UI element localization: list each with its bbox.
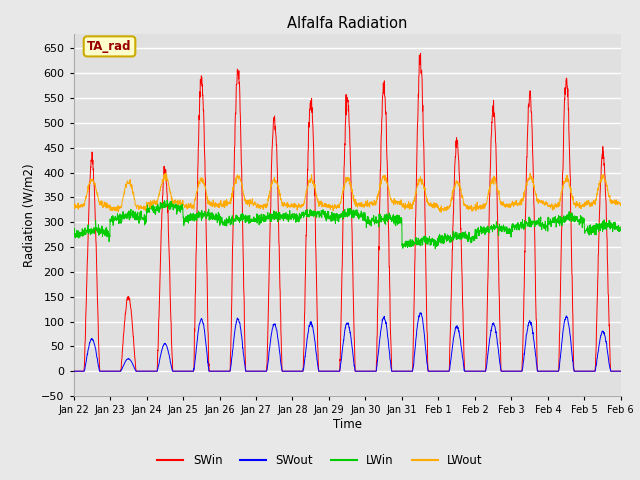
LWout xyxy=(223,201,230,207)
SWin xyxy=(569,307,577,313)
Title: Alfalfa Radiation: Alfalfa Radiation xyxy=(287,16,408,31)
LWin xyxy=(375,212,383,217)
SWout xyxy=(584,368,592,374)
Line: SWin: SWin xyxy=(74,53,621,371)
SWout xyxy=(506,368,514,374)
SWin xyxy=(506,368,514,374)
LWout xyxy=(507,202,515,207)
Line: LWout: LWout xyxy=(74,173,621,212)
Text: TA_rad: TA_rad xyxy=(87,40,132,53)
LWout xyxy=(437,209,445,215)
SWout xyxy=(416,310,424,316)
Legend: SWin, SWout, LWin, LWout: SWin, SWout, LWin, LWout xyxy=(152,449,488,472)
SWout xyxy=(617,368,625,374)
SWout xyxy=(363,368,371,374)
SWin xyxy=(617,368,625,374)
LWout xyxy=(584,201,592,206)
SWin xyxy=(222,368,230,374)
SWin xyxy=(70,368,77,374)
LWin xyxy=(223,215,230,221)
LWout xyxy=(70,201,77,206)
SWout xyxy=(375,346,383,352)
SWin xyxy=(417,50,424,56)
LWout xyxy=(569,193,577,199)
LWin xyxy=(364,219,371,225)
LWout xyxy=(162,170,170,176)
LWin xyxy=(584,230,592,236)
LWin xyxy=(70,228,77,233)
LWout xyxy=(375,189,383,195)
SWout xyxy=(569,358,577,364)
LWin xyxy=(163,197,171,203)
SWout xyxy=(222,368,230,374)
LWin xyxy=(617,224,625,229)
SWin xyxy=(375,244,383,250)
Line: LWin: LWin xyxy=(74,200,621,249)
LWin xyxy=(431,246,439,252)
LWin xyxy=(569,217,577,223)
X-axis label: Time: Time xyxy=(333,418,362,431)
SWout xyxy=(70,368,77,374)
Line: SWout: SWout xyxy=(74,313,621,371)
Y-axis label: Radiation (W/m2): Radiation (W/m2) xyxy=(22,163,36,266)
LWout xyxy=(364,200,371,206)
SWin xyxy=(584,368,592,374)
LWout xyxy=(617,200,625,206)
SWin xyxy=(363,368,371,374)
LWin xyxy=(507,227,515,232)
